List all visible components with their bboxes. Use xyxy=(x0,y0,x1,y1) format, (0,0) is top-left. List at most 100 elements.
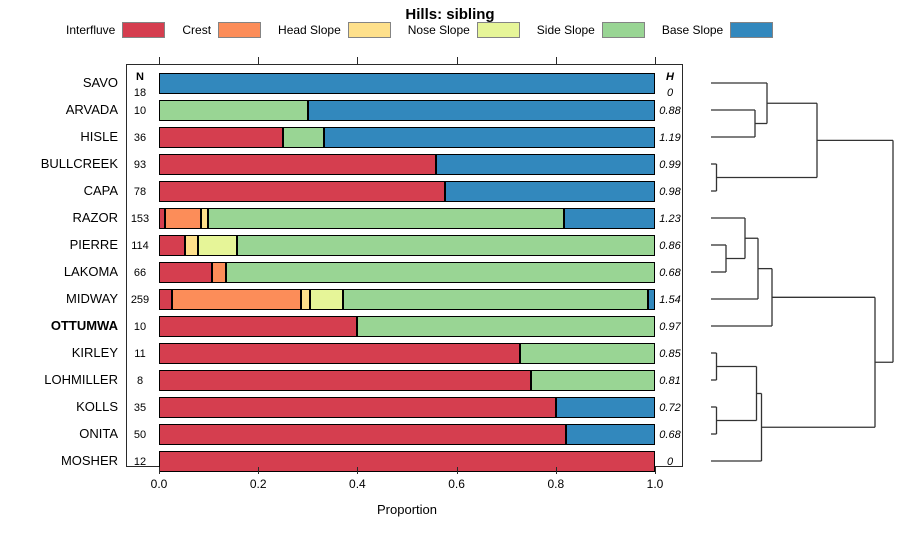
axis-tick-bottom xyxy=(555,467,557,474)
legend-label: Side Slope xyxy=(536,23,595,37)
bar-kolls xyxy=(159,396,655,418)
h-value: 0.81 xyxy=(659,375,681,387)
legend-label: Head Slope xyxy=(278,23,341,37)
row-label-mosher: MOSHER xyxy=(60,453,118,468)
legend-swatch-side xyxy=(601,22,645,38)
bar-ottumwa xyxy=(159,315,655,337)
bar-mosher xyxy=(159,450,655,472)
n-value: 50 xyxy=(133,429,147,441)
axis-tick-label: 0.2 xyxy=(249,477,267,491)
n-value: 259 xyxy=(130,294,150,306)
segment-interfluve xyxy=(159,342,520,364)
row-label-ottumwa: OTTUMWA xyxy=(50,318,118,333)
n-value: 8 xyxy=(136,375,144,387)
axis-tick-bottom xyxy=(456,467,458,474)
row-label-capa: CAPA xyxy=(83,183,118,198)
segment-interfluve xyxy=(159,423,566,445)
segment-interfluve xyxy=(159,153,437,175)
bar-savo xyxy=(159,72,655,94)
segment-interfluve xyxy=(159,126,283,148)
legend-label: Base Slope xyxy=(661,23,724,37)
segment-side xyxy=(283,126,325,148)
segment-interfluve xyxy=(159,180,446,202)
row-label-razor: RAZOR xyxy=(72,210,119,225)
h-value: 1.54 xyxy=(659,294,681,306)
h-value: 1.19 xyxy=(659,132,681,144)
row-label-onita: ONITA xyxy=(79,426,118,441)
axis-tick-label: 1.0 xyxy=(646,477,664,491)
n-value: 12 xyxy=(133,456,147,468)
row-label-lohmiller: LOHMILLER xyxy=(44,372,118,387)
segment-interfluve xyxy=(159,261,212,283)
legend-item-head: Head Slope xyxy=(278,22,391,38)
bar-lohmiller xyxy=(159,369,655,391)
segment-head xyxy=(201,207,208,229)
h-value: 0.85 xyxy=(659,348,681,360)
row-label-savo: SAVO xyxy=(82,75,118,90)
axis-tick-bottom xyxy=(258,467,260,474)
row-label-midway: MIDWAY xyxy=(66,291,118,306)
axis-tick-label: 0.4 xyxy=(349,477,366,491)
bar-arvada xyxy=(159,99,655,121)
bar-midway xyxy=(159,288,655,310)
segment-crest xyxy=(165,207,202,229)
h-value: 0.97 xyxy=(659,321,681,333)
axis-tick-top xyxy=(456,57,458,64)
legend: Interfluve Crest Head Slope Nose Slope Side … xyxy=(66,22,774,38)
segment-side xyxy=(226,261,655,283)
segment-side xyxy=(207,207,565,229)
row-label-lakoma: LAKOMA xyxy=(63,264,118,279)
n-column-header: N xyxy=(136,71,144,83)
segment-nose xyxy=(198,234,238,256)
legend-item-base: Base Slope xyxy=(661,22,774,38)
n-value: 35 xyxy=(133,402,147,414)
segment-interfluve xyxy=(159,369,531,391)
row-label-hisle: HISLE xyxy=(80,129,118,144)
legend-label: Interfluve xyxy=(66,23,116,37)
x-axis-label: Proportion xyxy=(377,502,437,517)
legend-item-nose: Nose Slope xyxy=(408,22,520,38)
segment-base xyxy=(159,72,655,94)
segment-head xyxy=(300,288,311,310)
segment-base xyxy=(307,99,655,121)
segment-head xyxy=(185,234,199,256)
axis-tick-top xyxy=(655,57,656,64)
segment-base xyxy=(647,288,655,310)
bar-lakoma xyxy=(159,261,655,283)
axis-tick-label: 0.8 xyxy=(547,477,565,491)
segment-side xyxy=(159,99,308,121)
bar-razor xyxy=(159,207,655,229)
legend-swatch-crest xyxy=(218,22,262,38)
n-value: 10 xyxy=(133,105,147,117)
h-value: 0 xyxy=(666,87,674,99)
chart-title: Hills: sibling xyxy=(405,6,495,23)
legend-swatch-base xyxy=(730,22,774,38)
segment-base xyxy=(324,126,655,148)
legend-label: Nose Slope xyxy=(407,23,470,37)
h-value: 0.98 xyxy=(659,186,681,198)
axis-tick-bottom xyxy=(357,467,359,474)
bar-capa xyxy=(159,180,655,202)
segment-nose xyxy=(310,288,343,310)
bar-kirley xyxy=(159,342,655,364)
segment-side xyxy=(357,315,655,337)
segment-crest xyxy=(211,261,227,283)
bar-onita xyxy=(159,423,655,445)
bar-hisle xyxy=(159,126,655,148)
axis-tick-label: 0.0 xyxy=(150,477,168,491)
h-value: 0.99 xyxy=(659,159,681,171)
row-label-pierre: PIERRE xyxy=(69,237,118,252)
legend-label: Crest xyxy=(182,23,212,37)
h-value: 0.72 xyxy=(659,402,681,414)
n-value: 153 xyxy=(130,213,150,225)
axis-tick-bottom xyxy=(655,467,656,474)
h-value: 1.23 xyxy=(659,213,681,225)
segment-crest xyxy=(172,288,301,310)
n-value: 114 xyxy=(131,240,149,252)
segment-interfluve xyxy=(159,396,556,418)
legend-swatch-nose xyxy=(476,22,520,38)
h-column-header: H xyxy=(666,71,674,83)
legend-item-side: Side Slope xyxy=(537,22,645,38)
segment-interfluve xyxy=(159,450,655,472)
